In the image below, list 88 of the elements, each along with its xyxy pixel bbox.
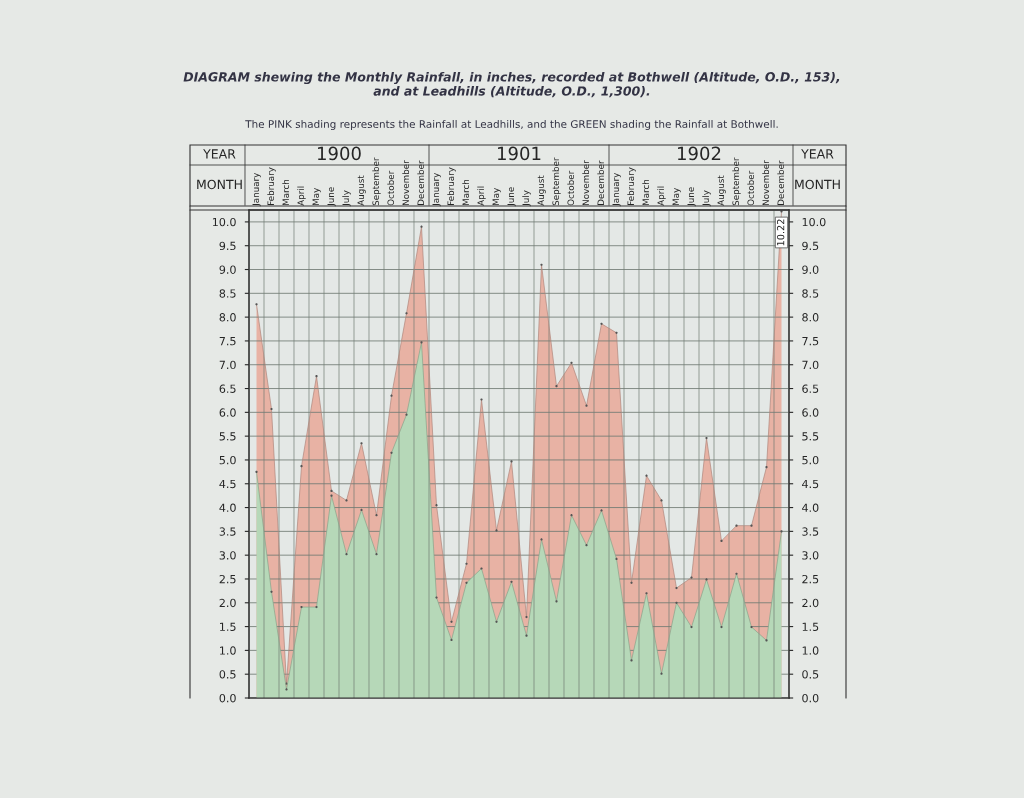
- x-tick-label: January: [612, 172, 621, 207]
- y-tick-label: 1.5: [220, 622, 236, 631]
- y-tick-label: 0.5: [219, 670, 236, 679]
- y-tick-label: 9.5: [219, 241, 236, 251]
- x-tick-label: May: [312, 188, 321, 205]
- y2-tick-label: 7.5: [802, 337, 819, 346]
- y2-tick-label: 9.0: [802, 265, 819, 274]
- y2-tick-label: 1.5: [802, 622, 819, 631]
- text: 1900: [318, 146, 361, 161]
- x-tick-label: August: [537, 175, 546, 206]
- x-tick-label: May: [672, 188, 681, 205]
- x-tick-label: December: [777, 160, 785, 205]
- x-tick-label: November: [402, 160, 410, 205]
- y2-tick-label: 2.0: [802, 598, 819, 608]
- x-tick-label: October: [747, 170, 755, 206]
- chart-title: DIAGRAM shewing the Monthly Rainfall, in inches, recorded at Bothwell (Altitude, O.D., 153), and at Leadhills (Altitude, O.D., 1,300).: [183, 71, 840, 98]
- x-tick-label: October: [567, 170, 575, 206]
- x-tick-label: December: [597, 160, 605, 205]
- x-tick-label: February: [267, 167, 276, 205]
- x-tick-label: November: [582, 160, 590, 205]
- y2-tick-label: 5.5: [802, 432, 819, 441]
- x-tick-label: July: [342, 190, 351, 207]
- y2-tick-label: 6.5: [802, 384, 819, 393]
- y2-tick-label: 4.5: [802, 479, 819, 489]
- y-tick-label: 9.0: [219, 265, 236, 274]
- x-tick-label: January: [252, 172, 261, 207]
- x-tick-label: April: [297, 186, 306, 206]
- y-tick-label: 2.0: [219, 598, 236, 608]
- y-tick-label: 1.0: [220, 646, 236, 655]
- text: MONTH: [795, 179, 840, 190]
- x-tick-label: September: [372, 157, 381, 206]
- x-tick-label: September: [732, 157, 741, 206]
- y-tick-label: 7.5: [219, 337, 236, 346]
- x-tick-label: June: [507, 187, 516, 207]
- y2-tick-label: 7.0: [802, 360, 819, 370]
- x-tick-label: July: [522, 190, 531, 207]
- x-tick-label: December: [417, 160, 425, 205]
- x-tick-label: August: [717, 175, 726, 206]
- y2-tick-label: 9.5: [802, 241, 819, 251]
- x-tick-label: January: [432, 172, 441, 207]
- x-tick-label: November: [762, 160, 770, 205]
- y-tick-label: 6.0: [219, 408, 236, 417]
- y-tick-label: 4.0: [219, 503, 236, 512]
- y2-tick-label: 1.0: [802, 646, 819, 655]
- x-tick-label: July: [702, 190, 711, 207]
- x-tick-label: May: [492, 188, 501, 205]
- text: MONTH: [197, 179, 242, 190]
- y-tick-label: 6.5: [219, 384, 236, 393]
- y-tick-label: 5.0: [219, 455, 236, 465]
- y-tick-label: 5.5: [219, 432, 236, 441]
- chart-subtitle: The PINK shading represents the Rainfall at Leadhills, and the GREEN shading the Rainfall at Bothwell.: [245, 119, 778, 131]
- y-tick-label: 3.5: [219, 527, 236, 536]
- y-tick-label: 3.0: [219, 551, 236, 560]
- y-tick-label: 0.0: [219, 693, 236, 703]
- y-tick-label: 8.0: [219, 313, 236, 322]
- x-tick-label: September: [552, 157, 561, 206]
- y2-tick-label: 4.0: [802, 503, 819, 512]
- y2-tick-label: 8.5: [802, 289, 819, 298]
- y2-tick-label: 10.0: [802, 217, 826, 227]
- y-tick-label: 10.0: [212, 217, 236, 227]
- x-tick-label: October: [387, 170, 395, 206]
- x-tick-label: June: [687, 187, 696, 207]
- x-tick-label: March: [282, 179, 290, 205]
- x-tick-label: February: [627, 167, 636, 205]
- x-tick-label: March: [642, 179, 650, 205]
- x-tick-label: April: [477, 186, 486, 206]
- text: 1902: [678, 146, 721, 161]
- y2-tick-label: 3.5: [802, 527, 819, 536]
- y2-tick-label: 5.0: [802, 455, 819, 465]
- y2-tick-label: 0.5: [802, 670, 819, 679]
- y2-tick-label: 0.0: [802, 693, 819, 703]
- x-tick-label: August: [357, 175, 366, 206]
- text: YEAR: [801, 149, 834, 159]
- x-tick-label: April: [657, 186, 666, 206]
- y2-tick-label: 6.0: [802, 408, 819, 417]
- y-tick-label: 7.0: [219, 360, 236, 370]
- data-label: 10.22: [776, 219, 785, 246]
- text: 1901: [498, 146, 541, 161]
- x-tick-label: June: [327, 187, 336, 207]
- y2-tick-label: 3.0: [802, 551, 819, 560]
- y-tick-label: 8.5: [219, 289, 236, 298]
- text: YEAR: [203, 149, 236, 159]
- y2-tick-label: 2.5: [802, 574, 819, 584]
- y-tick-label: 4.5: [219, 479, 236, 489]
- y-tick-label: 2.5: [219, 574, 236, 584]
- x-tick-label: March: [462, 179, 470, 205]
- x-tick-label: February: [447, 167, 456, 205]
- y2-tick-label: 8.0: [802, 313, 819, 322]
